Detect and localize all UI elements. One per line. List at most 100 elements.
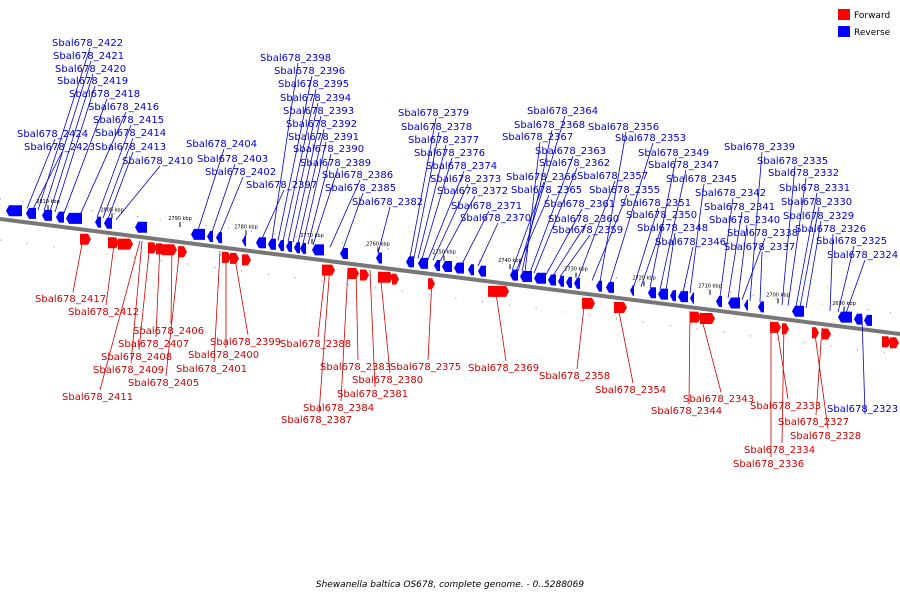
gene-label-sbal678-2365[interactable]: Sbal678_2365 (511, 185, 582, 196)
gene-label-sbal678-2410[interactable]: Sbal678_2410 (122, 156, 193, 167)
gene-label-sbal678-2376[interactable]: Sbal678_2376 (414, 148, 485, 159)
gene-label-sbal678-2384[interactable]: Sbal678_2384 (303, 403, 374, 414)
gene-label-sbal678-2397[interactable]: Sbal678_2397 (246, 180, 317, 191)
reverse-gene-mark[interactable] (66, 212, 82, 224)
gene-label-sbal678-2382[interactable]: Sbal678_2382 (352, 197, 423, 208)
reverse-gene-mark[interactable] (442, 260, 452, 272)
reverse-gene-mark[interactable] (728, 297, 740, 309)
forward-gene-mark[interactable] (230, 252, 239, 264)
gene-label-sbal678-2355[interactable]: Sbal678_2355 (589, 185, 660, 196)
forward-gene-mark[interactable] (690, 311, 701, 323)
forward-gene-mark[interactable] (360, 269, 369, 281)
gene-label-sbal678-2388[interactable]: Sbal678_2388 (280, 339, 351, 350)
gene-label-sbal678-2372[interactable]: Sbal678_2372 (437, 186, 508, 197)
reverse-gene-mark[interactable] (242, 235, 246, 247)
gene-label-sbal678-2385[interactable]: Sbal678_2385 (325, 183, 396, 194)
gene-label-sbal678-2404[interactable]: Sbal678_2404 (186, 139, 257, 150)
forward-gene-mark[interactable] (488, 285, 509, 297)
reverse-gene-mark[interactable] (566, 276, 572, 288)
gene-label-sbal678-2378[interactable]: Sbal678_2378 (401, 122, 472, 133)
reverse-gene-mark[interactable] (286, 241, 292, 253)
gene-label-sbal678-2370[interactable]: Sbal678_2370 (460, 213, 531, 224)
gene-label-sbal678-2396[interactable]: Sbal678_2396 (274, 66, 345, 77)
gene-label-sbal678-2351[interactable]: Sbal678_2351 (620, 198, 691, 209)
gene-label-sbal678-2328[interactable]: Sbal678_2328 (790, 431, 861, 442)
reverse-gene-mark[interactable] (207, 230, 213, 242)
gene-label-sbal678-2377[interactable]: Sbal678_2377 (408, 135, 479, 146)
gene-label-sbal678-2330[interactable]: Sbal678_2330 (781, 197, 852, 208)
reverse-gene-mark[interactable] (6, 205, 22, 217)
gene-label-sbal678-2366[interactable]: Sbal678_2366 (506, 172, 577, 183)
gene-label-sbal678-2334[interactable]: Sbal678_2334 (744, 445, 815, 456)
reverse-gene-mark[interactable] (278, 240, 284, 252)
reverse-gene-mark[interactable] (854, 313, 862, 325)
gene-label-sbal678-2405[interactable]: Sbal678_2405 (128, 378, 199, 389)
reverse-gene-mark[interactable] (434, 259, 440, 271)
forward-gene-mark[interactable] (812, 327, 819, 339)
reverse-gene-mark[interactable] (606, 281, 614, 293)
reverse-gene-mark[interactable] (548, 274, 556, 286)
gene-label-sbal678-2333[interactable]: Sbal678_2333 (750, 401, 821, 412)
gene-label-sbal678-2415[interactable]: Sbal678_2415 (93, 115, 164, 126)
reverse-gene-mark[interactable] (520, 270, 532, 282)
forward-gene-mark[interactable] (392, 273, 399, 285)
reverse-gene-mark[interactable] (864, 314, 872, 326)
forward-gene-mark[interactable] (822, 328, 831, 340)
gene-label-sbal678-2421[interactable]: Sbal678_2421 (53, 51, 124, 62)
forward-gene-mark[interactable] (322, 264, 335, 276)
gene-label-sbal678-2380[interactable]: Sbal678_2380 (352, 375, 423, 386)
gene-label-sbal678-2386[interactable]: Sbal678_2386 (322, 170, 393, 181)
gene-label-sbal678-2407[interactable]: Sbal678_2407 (118, 339, 189, 350)
reverse-gene-mark[interactable] (376, 252, 382, 264)
gene-label-sbal678-2379[interactable]: Sbal678_2379 (398, 108, 469, 119)
reverse-gene-mark[interactable] (256, 237, 266, 249)
gene-label-sbal678-2398[interactable]: Sbal678_2398 (260, 53, 331, 64)
forward-gene-mark[interactable] (242, 254, 251, 266)
gene-label-sbal678-2368[interactable]: Sbal678_2368 (514, 120, 585, 131)
gene-label-sbal678-2364[interactable]: Sbal678_2364 (527, 106, 598, 117)
reverse-gene-mark[interactable] (670, 290, 676, 302)
reverse-gene-mark[interactable] (56, 211, 64, 223)
forward-gene-mark[interactable] (222, 251, 231, 263)
forward-gene-mark[interactable] (770, 321, 781, 333)
gene-label-sbal678-2414[interactable]: Sbal678_2414 (95, 128, 166, 139)
reverse-gene-mark[interactable] (294, 242, 300, 254)
gene-label-sbal678-2350[interactable]: Sbal678_2350 (626, 210, 697, 221)
gene-label-sbal678-2420[interactable]: Sbal678_2420 (55, 64, 126, 75)
gene-label-sbal678-2329[interactable]: Sbal678_2329 (783, 211, 854, 222)
gene-label-sbal678-2358[interactable]: Sbal678_2358 (539, 371, 610, 382)
forward-gene-mark[interactable] (428, 278, 435, 290)
forward-gene-mark[interactable] (700, 312, 715, 324)
reverse-gene-mark[interactable] (510, 269, 518, 281)
reverse-gene-mark[interactable] (191, 228, 205, 240)
gene-label-sbal678-2403[interactable]: Sbal678_2403 (197, 154, 268, 165)
reverse-gene-mark[interactable] (744, 299, 748, 311)
gene-label-sbal678-2406[interactable]: Sbal678_2406 (133, 326, 204, 337)
gene-label-sbal678-2392[interactable]: Sbal678_2392 (286, 119, 357, 130)
gene-label-sbal678-2326[interactable]: Sbal678_2326 (795, 224, 866, 235)
gene-label-sbal678-2346[interactable]: Sbal678_2346 (655, 237, 726, 248)
gene-label-sbal678-2349[interactable]: Sbal678_2349 (638, 148, 709, 159)
forward-gene-mark[interactable] (80, 233, 91, 245)
gene-label-sbal678-2371[interactable]: Sbal678_2371 (451, 201, 522, 212)
gene-label-sbal678-2389[interactable]: Sbal678_2389 (300, 158, 371, 169)
reverse-gene-mark[interactable] (658, 288, 668, 300)
forward-gene-mark[interactable] (890, 337, 899, 349)
gene-label-sbal678-2332[interactable]: Sbal678_2332 (768, 168, 839, 179)
reverse-gene-mark[interactable] (478, 265, 486, 277)
gene-label-sbal678-2348[interactable]: Sbal678_2348 (637, 223, 708, 234)
forward-gene-mark[interactable] (162, 244, 177, 256)
reverse-gene-mark[interactable] (596, 280, 602, 292)
gene-label-sbal678-2412[interactable]: Sbal678_2412 (68, 307, 139, 318)
gene-label-sbal678-2345[interactable]: Sbal678_2345 (666, 174, 737, 185)
forward-gene-mark[interactable] (782, 323, 789, 335)
gene-label-sbal678-2340[interactable]: Sbal678_2340 (709, 215, 780, 226)
gene-label-sbal678-2381[interactable]: Sbal678_2381 (337, 389, 408, 400)
gene-label-sbal678-2416[interactable]: Sbal678_2416 (88, 102, 159, 113)
gene-label-sbal678-2337[interactable]: Sbal678_2337 (724, 242, 795, 253)
reverse-gene-mark[interactable] (406, 256, 414, 268)
reverse-gene-mark[interactable] (534, 272, 546, 284)
gene-label-sbal678-2383[interactable]: Sbal678_2383 (320, 362, 391, 373)
gene-label-sbal678-2335[interactable]: Sbal678_2335 (757, 156, 828, 167)
gene-label-sbal678-2369[interactable]: Sbal678_2369 (468, 363, 539, 374)
